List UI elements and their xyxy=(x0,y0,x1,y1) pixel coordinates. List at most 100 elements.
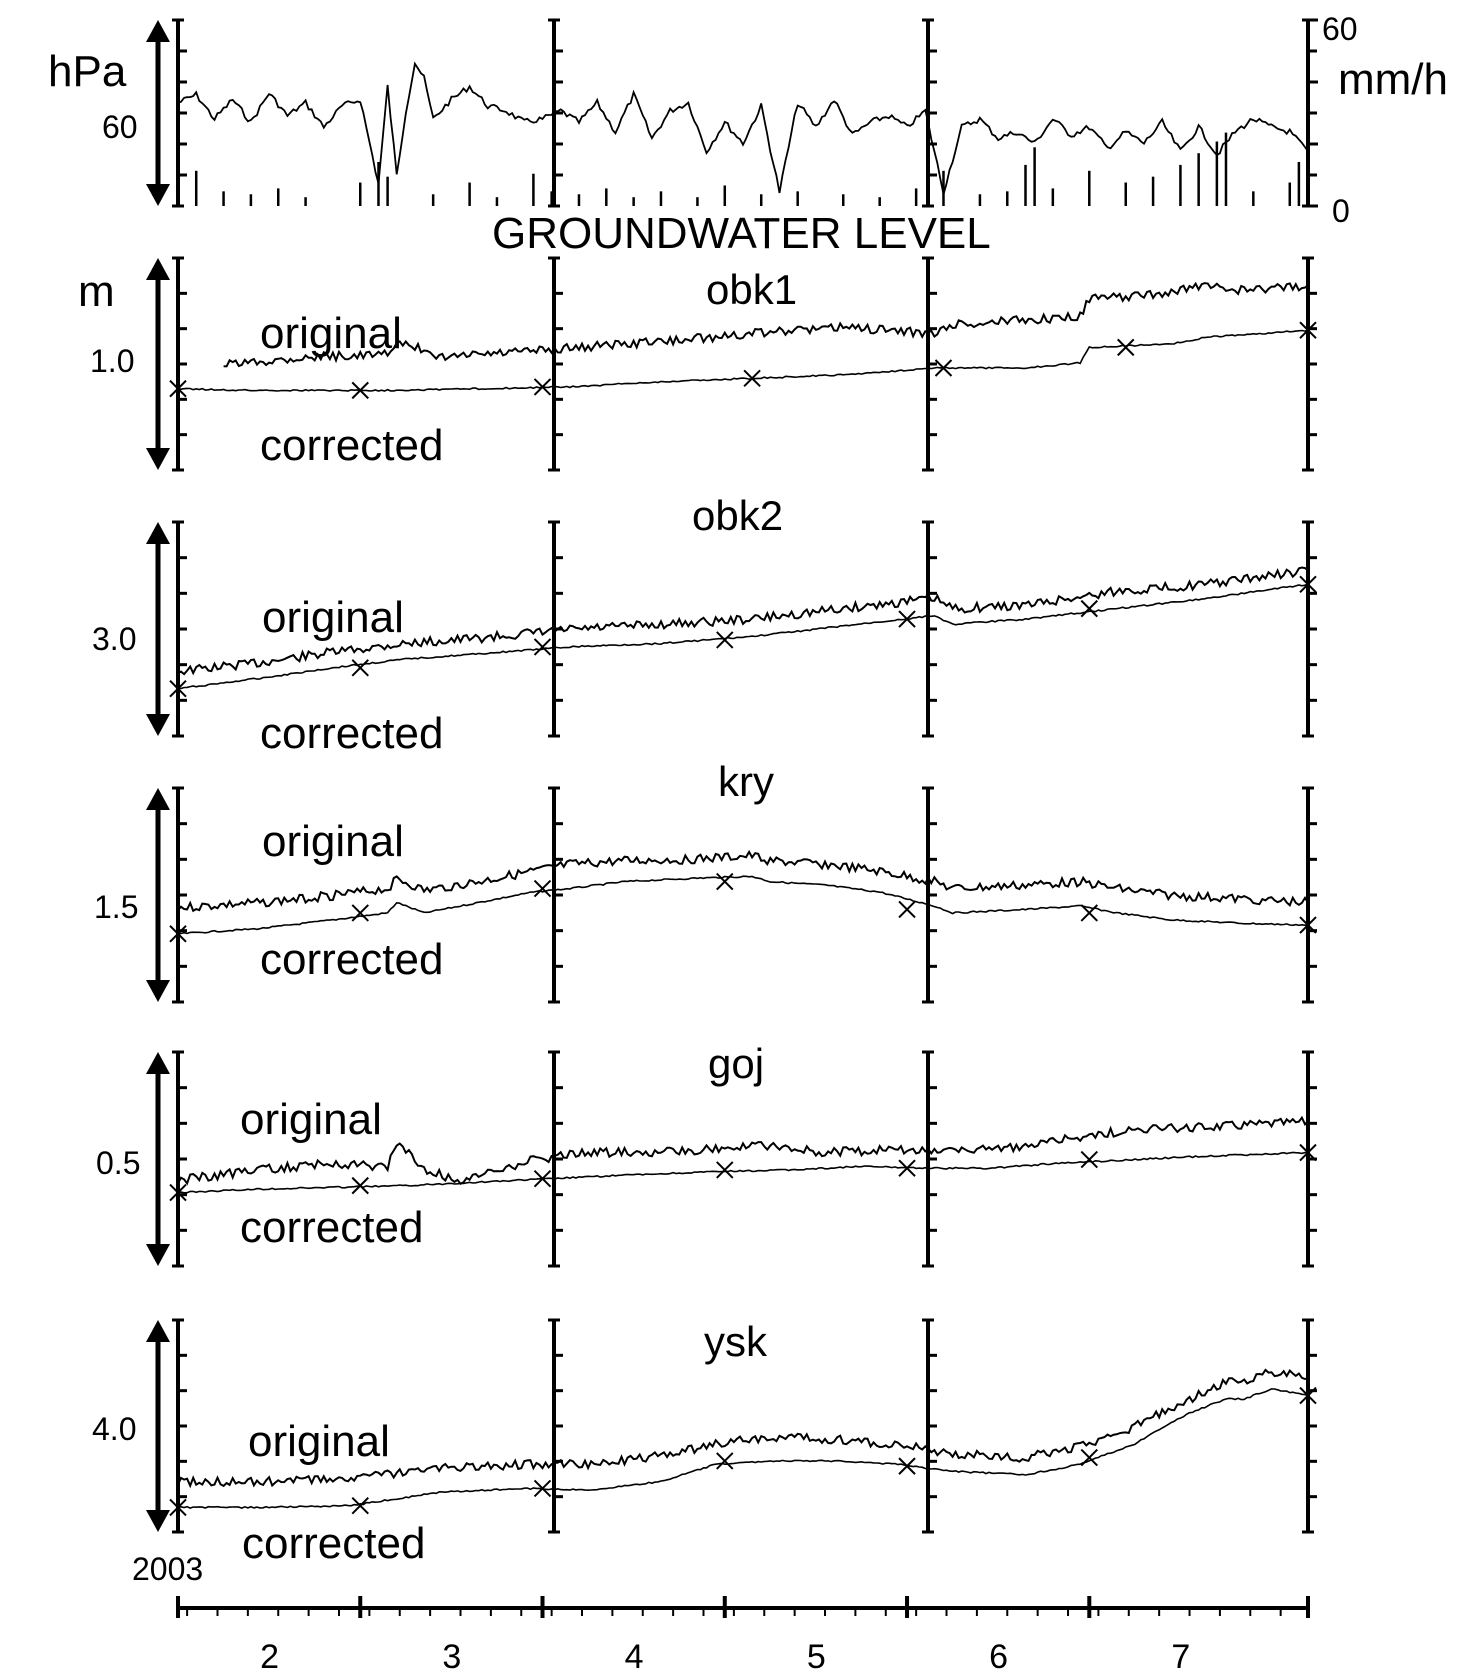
goj-marker-2 xyxy=(533,1169,552,1188)
kry-marker-0 xyxy=(169,925,187,943)
obk2-marker-1-b xyxy=(351,659,369,677)
ysk-marker-4 xyxy=(898,1457,916,1475)
goj-marker-6 xyxy=(1299,1143,1317,1162)
obk2-corrected-line xyxy=(177,583,1309,690)
obk2-marker-2 xyxy=(533,638,552,656)
goj-marker-5-b xyxy=(1080,1150,1098,1169)
kry-marker-2 xyxy=(533,879,552,898)
month-label-7: 7 xyxy=(1171,1638,1190,1676)
ysk-marker-0 xyxy=(169,1498,187,1517)
panel-5-arrow-up xyxy=(146,1320,170,1342)
goj-corrected-line xyxy=(177,1151,1308,1194)
ysk-original-line xyxy=(177,1368,1309,1489)
ysk-marker-3-b xyxy=(716,1452,734,1470)
kry-marker-2-b xyxy=(533,879,552,898)
kry-title: kry xyxy=(718,758,774,805)
panel-2-arrow-down xyxy=(146,714,170,736)
month-label-6: 6 xyxy=(989,1638,1008,1676)
obk1-marker-1 xyxy=(351,381,369,400)
obk1-title: obk1 xyxy=(706,266,797,313)
kry-tick-label: 1.5 xyxy=(94,889,138,925)
month-label-4: 4 xyxy=(625,1638,644,1676)
panel-1-arrow-up xyxy=(146,258,170,280)
goj-marker-3 xyxy=(716,1161,734,1179)
kry-marker-3 xyxy=(716,872,734,891)
kry-corrected-line xyxy=(177,875,1309,935)
panel-1-arrow-down xyxy=(146,448,170,470)
goj-marker-4 xyxy=(898,1159,916,1177)
panel-4-arrow-down xyxy=(146,1244,170,1266)
month-label-2: 2 xyxy=(260,1638,279,1676)
obk2-marker-2-b xyxy=(533,638,552,656)
goj-marker-6-b xyxy=(1299,1143,1317,1162)
goj-marker-4-b xyxy=(898,1159,916,1177)
obk2-marker-3 xyxy=(716,631,734,649)
panel-3-arrow-down xyxy=(146,980,170,1002)
obk1-marker-0-b xyxy=(169,379,187,398)
obk2-original-label: original xyxy=(262,593,404,642)
kry-marker-3-b xyxy=(716,872,734,891)
kry-marker-0-b xyxy=(169,925,187,943)
ysk-marker-5-b xyxy=(1080,1448,1098,1467)
start-year-label: 2003 xyxy=(132,1551,203,1587)
goj-marker-2-b xyxy=(533,1169,552,1188)
ysk-marker-1-b xyxy=(351,1496,369,1515)
kry-marker-1-b xyxy=(351,904,369,922)
kry-corrected-label: corrected xyxy=(260,935,443,984)
obk2-corrected-label: corrected xyxy=(260,709,443,758)
ysk-marker-0-b xyxy=(169,1498,187,1517)
goj-original-line xyxy=(177,1115,1309,1186)
panel-3-arrow-up xyxy=(146,788,170,810)
ysk-marker-6 xyxy=(1299,1386,1317,1405)
obk2-marker-6 xyxy=(1299,575,1317,593)
obk1-marker-6 xyxy=(1299,321,1317,339)
obk1-marker-3 xyxy=(743,369,761,388)
group-title: GROUNDWATER LEVEL xyxy=(492,209,991,258)
obk1-marker-4 xyxy=(934,359,953,377)
obk2-marker-5-b xyxy=(1080,599,1098,618)
month-labels: 2 3 4 5 6 7 xyxy=(260,1638,1190,1676)
goj-corrected-label: corrected xyxy=(240,1203,423,1252)
rain-tick-zero: 0 xyxy=(1332,193,1350,229)
goj-marker-3-b xyxy=(716,1161,734,1179)
goj-title: goj xyxy=(708,1040,764,1087)
goj-marker-0-b xyxy=(169,1183,187,1202)
pressure-tick-label: 60 xyxy=(102,109,138,145)
kry-marker-1 xyxy=(351,904,369,922)
ysk-original-label: original xyxy=(248,1417,390,1466)
goj-original-label: original xyxy=(240,1095,382,1144)
panel-traces xyxy=(169,61,1317,1517)
kry-marker-6-b xyxy=(1299,916,1317,934)
ysk-corrected-line xyxy=(177,1388,1309,1509)
kry-original-label: original xyxy=(262,817,404,866)
kry-marker-6 xyxy=(1299,916,1317,934)
panel-frames xyxy=(146,18,1318,1534)
goj-marker-1 xyxy=(351,1176,369,1195)
rain-unit-label: mm/h xyxy=(1338,55,1448,104)
pressure-line xyxy=(177,61,1309,195)
ysk-marker-5 xyxy=(1080,1448,1098,1467)
obk2-marker-4 xyxy=(898,610,916,628)
obk2-original-line xyxy=(177,566,1309,676)
month-label-3: 3 xyxy=(442,1638,461,1676)
panel-5-arrow-down xyxy=(146,1510,170,1532)
pressure-unit-label: hPa xyxy=(48,47,127,96)
goj-marker-1-b xyxy=(351,1176,369,1195)
goj-tick-label: 0.5 xyxy=(96,1145,140,1181)
ysk-marker-6-b xyxy=(1299,1386,1317,1405)
kry-marker-4 xyxy=(898,900,916,919)
obk2-marker-0 xyxy=(169,679,187,698)
obk1-marker-5-b xyxy=(1117,338,1135,357)
obk1-tick-label: 1.0 xyxy=(90,343,134,379)
obk2-marker-5 xyxy=(1080,599,1098,618)
ysk-corrected-label: corrected xyxy=(242,1519,425,1568)
ysk-title: ysk xyxy=(704,1318,768,1365)
obk1-corrected-line xyxy=(177,329,1309,392)
ysk-marker-2-b xyxy=(533,1479,552,1498)
goj-marker-5 xyxy=(1080,1150,1098,1169)
kry-marker-4-b xyxy=(898,900,916,919)
month-axis xyxy=(176,1596,1310,1618)
kry-marker-5 xyxy=(1080,904,1098,922)
obk1-marker-6-b xyxy=(1299,321,1317,339)
